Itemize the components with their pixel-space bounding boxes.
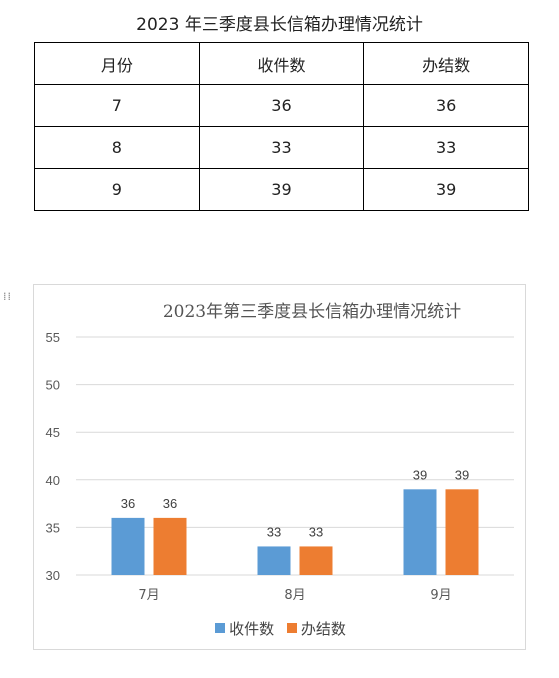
legend-swatch-completed xyxy=(286,623,297,633)
document-title: 2023 年三季度县长信箱办理情况统计 xyxy=(136,15,423,35)
drag-handle-icon[interactable]: ⁞⁞ xyxy=(3,290,12,303)
bar xyxy=(257,546,291,575)
y-tick-label: 55 xyxy=(46,330,60,345)
legend-item-received: 收件数 xyxy=(215,618,274,639)
chart-title: 2023年第三季度县长信箱办理情况统计 xyxy=(163,302,461,322)
table-row: 8 33 33 xyxy=(34,126,529,169)
header-cell-completed: 办结数 xyxy=(363,42,529,85)
table-row: 9 39 39 xyxy=(34,168,529,211)
table-cell-completed: 36 xyxy=(363,84,529,127)
table-cell-received: 33 xyxy=(198,126,365,169)
chart-data-labels: 36 36 33 33 39 39 xyxy=(121,467,469,539)
x-tick-label: 9月 xyxy=(430,588,451,603)
data-label: 39 xyxy=(455,467,469,482)
legend-item-completed: 办结数 xyxy=(286,618,346,639)
bar xyxy=(153,517,187,575)
bar xyxy=(403,489,437,575)
statistics-table: 月份 收件数 办结数 7 36 36 8 33 33 9 39 39 xyxy=(34,42,529,211)
data-label: 36 xyxy=(121,496,135,511)
data-label: 33 xyxy=(309,524,323,539)
chart-container[interactable]: 2023年第三季度县长信箱办理情况统计 30 35 40 45 50 55 36 36 33 3… xyxy=(33,284,526,650)
legend-swatch-received xyxy=(215,623,226,633)
y-axis-ticks: 30 35 40 45 50 55 xyxy=(46,330,60,583)
y-tick-label: 35 xyxy=(46,520,60,535)
data-label: 33 xyxy=(267,524,281,539)
x-tick-label: 7月 xyxy=(138,588,159,603)
chart-legend: 收件数 办结数 xyxy=(34,618,527,639)
legend-label-completed: 办结数 xyxy=(300,620,346,638)
table-cell-received: 36 xyxy=(198,84,365,127)
header-cell-received: 收件数 xyxy=(198,42,365,85)
table-header-row: 月份 收件数 办结数 xyxy=(34,42,529,85)
table-cell-month: 8 xyxy=(34,126,200,169)
data-label: 39 xyxy=(413,467,427,482)
header-cell-month: 月份 xyxy=(34,42,200,85)
x-tick-label: 8月 xyxy=(284,588,305,603)
table-cell-completed: 33 xyxy=(363,126,529,169)
chart-gridlines xyxy=(76,336,514,576)
y-tick-label: 40 xyxy=(46,473,60,488)
legend-label-received: 收件数 xyxy=(229,620,275,638)
y-tick-label: 30 xyxy=(46,568,60,583)
x-axis-ticks: 7月 8月 9月 xyxy=(138,588,451,603)
bar xyxy=(445,489,479,575)
table-cell-completed: 39 xyxy=(363,168,529,211)
chart-bars xyxy=(111,489,479,575)
table-cell-received: 39 xyxy=(198,168,365,211)
bar xyxy=(299,546,333,575)
y-tick-label: 50 xyxy=(46,378,60,393)
y-tick-label: 45 xyxy=(46,425,60,440)
table-row: 7 36 36 xyxy=(34,84,529,127)
table-cell-month: 9 xyxy=(34,168,200,211)
bar xyxy=(111,517,145,575)
data-label: 36 xyxy=(163,496,177,511)
table-cell-month: 7 xyxy=(34,84,200,127)
